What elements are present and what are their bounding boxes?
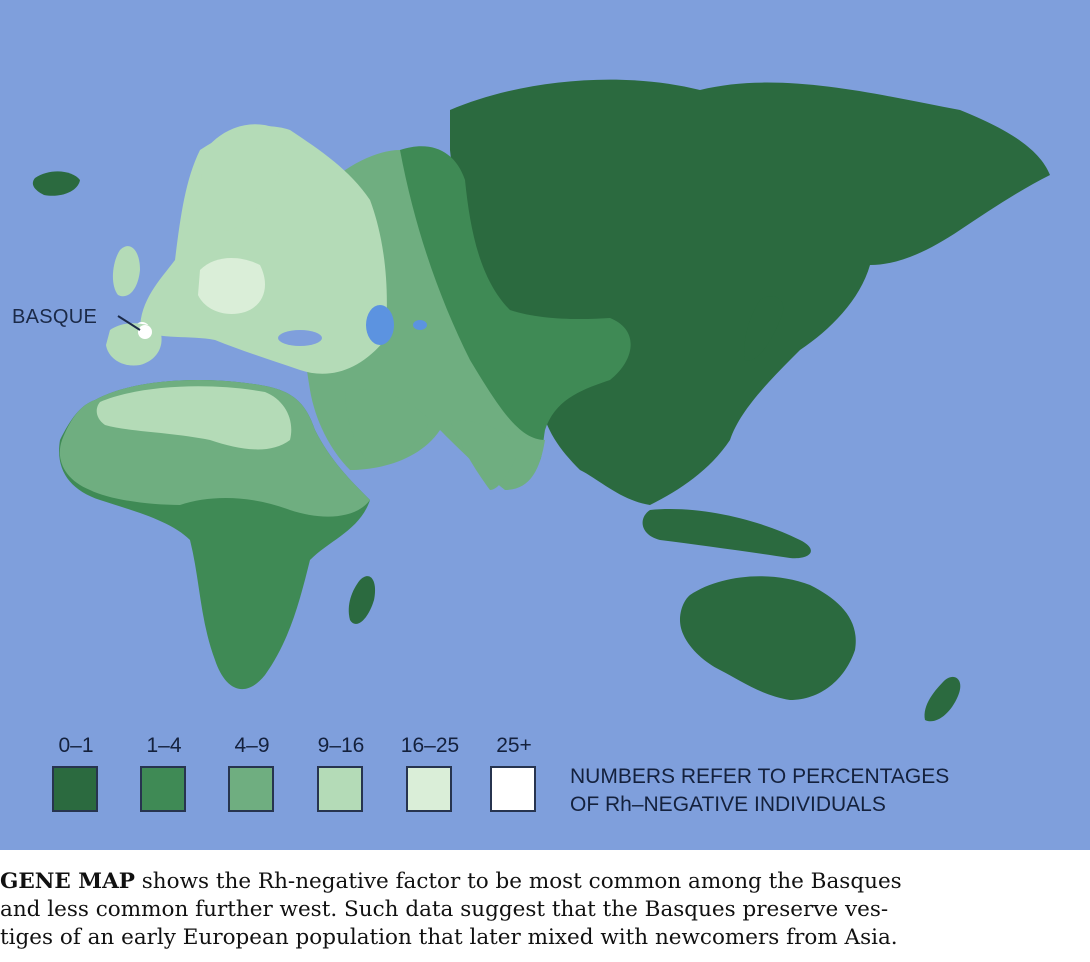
legend-swatch bbox=[140, 766, 186, 812]
southeast-asia-islands bbox=[642, 509, 811, 559]
legend-swatch bbox=[406, 766, 452, 812]
legend-note-line: OF Rh–NEGATIVE INDIVIDUALS bbox=[570, 793, 886, 816]
legend-item-0-1: 0–1 bbox=[46, 734, 106, 812]
madagascar bbox=[348, 576, 376, 624]
map-svg bbox=[32, 79, 1050, 722]
sahara-region bbox=[96, 386, 292, 450]
legend-item-1-4: 1–4 bbox=[134, 734, 194, 812]
legend-swatch bbox=[490, 766, 536, 812]
black-sea bbox=[278, 330, 322, 346]
legend-label: 0–1 bbox=[58, 734, 94, 757]
basque-callout-line bbox=[117, 315, 141, 331]
central-europe-region bbox=[198, 258, 265, 315]
iceland bbox=[32, 171, 80, 196]
map-legend: 0–1 1–4 4–9 9–16 16–25 25+ bbox=[46, 734, 606, 824]
basque-label: BASQUE bbox=[12, 306, 98, 328]
legend-item-25-plus: 25+ bbox=[484, 734, 544, 812]
british-isles bbox=[112, 246, 140, 297]
basque-region bbox=[138, 325, 152, 339]
iberia bbox=[106, 323, 162, 366]
india bbox=[450, 420, 520, 490]
legend-label: 25+ bbox=[496, 734, 532, 757]
legend-note: NUMBERS REFER TO PERCENTAGES OF Rh–NEGAT… bbox=[570, 763, 949, 819]
legend-item-9-16: 9–16 bbox=[311, 734, 371, 812]
caption-line: and less common further west. Such data … bbox=[0, 897, 889, 922]
legend-swatch bbox=[228, 766, 274, 812]
legend-note-line: NUMBERS REFER TO PERCENTAGES bbox=[570, 765, 950, 788]
central-asia-region bbox=[400, 146, 631, 467]
legend-swatch bbox=[317, 766, 363, 812]
asia-landmass bbox=[450, 79, 1050, 505]
caption-line: tiges of an early European population th… bbox=[0, 925, 898, 950]
legend-label: 16–25 bbox=[400, 734, 460, 757]
arabian-peninsula bbox=[345, 389, 430, 465]
aral-sea bbox=[413, 320, 427, 330]
legend-label: 9–16 bbox=[317, 734, 365, 757]
caption-line: GENE MAP shows the Rh-negative factor to… bbox=[0, 868, 1090, 896]
australia bbox=[680, 576, 856, 700]
figure-caption: GENE MAP shows the Rh-negative factor to… bbox=[0, 868, 1090, 952]
caption-lead: GENE MAP bbox=[0, 869, 135, 894]
scandinavia bbox=[201, 124, 284, 231]
legend-label: 4–9 bbox=[234, 734, 270, 757]
legend-item-4-9: 4–9 bbox=[222, 734, 282, 812]
caption-text: shows the Rh-negative factor to be most … bbox=[134, 869, 902, 894]
legend-label: 1–4 bbox=[146, 734, 182, 757]
gene-map: BASQUE bbox=[0, 0, 1090, 850]
legend-item-16-25: 16–25 bbox=[400, 734, 460, 812]
legend-swatch bbox=[52, 766, 98, 812]
caspian-sea bbox=[366, 305, 394, 345]
europe-landmass bbox=[140, 126, 387, 374]
japan bbox=[744, 296, 784, 361]
new-zealand bbox=[924, 676, 961, 722]
